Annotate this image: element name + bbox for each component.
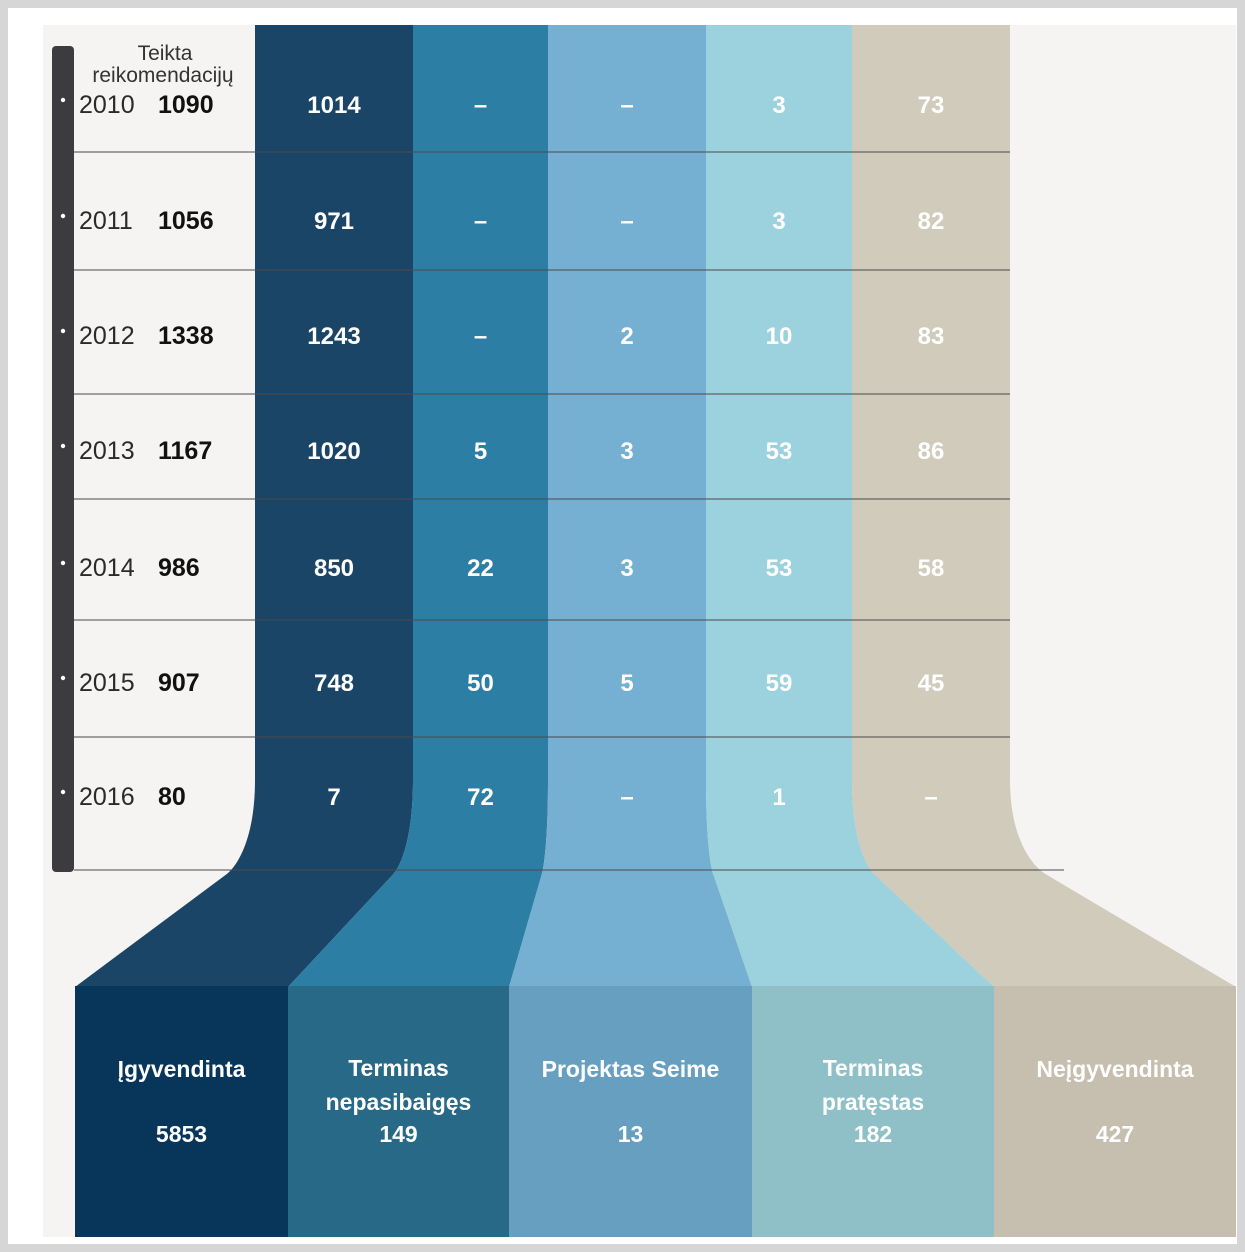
category-name-label: pratęstas: [822, 1089, 924, 1115]
year-total-label: 80: [158, 783, 186, 811]
header: Teikta reikomendacijų: [92, 42, 233, 87]
value-label: 3: [772, 92, 785, 119]
value-label: 22: [467, 555, 494, 582]
value-label: 83: [918, 323, 945, 350]
category-name-label: Neįgyvendinta: [1036, 1056, 1193, 1082]
timeline-dot: [60, 675, 66, 681]
band-2: [288, 25, 548, 987]
value-cells: 1014 971 1243 1020 850 748 7 – – – 5 22 50 72 – – 2 3 3 5 – 3…: [307, 92, 944, 811]
year-label: 2013: [79, 437, 135, 465]
value-label: –: [474, 92, 487, 119]
year-rows: 2010 1090 2011 1056 2012 1338 2013 1167 2014 986 2…: [79, 91, 214, 811]
category-total-label: 182: [854, 1121, 892, 1147]
timeline-rail: [52, 46, 74, 872]
year-label: 2014: [79, 554, 135, 582]
category-block-2: [288, 986, 509, 1237]
value-label: 1020: [307, 438, 360, 465]
header-label-line-1: Teikta: [138, 42, 193, 65]
value-label: 58: [918, 555, 945, 582]
timeline-dot: [60, 443, 66, 449]
value-label: 53: [766, 555, 793, 582]
value-label: 59: [766, 670, 793, 697]
timeline-dot: [60, 328, 66, 334]
year-label: 2016: [79, 783, 135, 811]
band-1: [75, 25, 413, 987]
timeline-dot: [60, 213, 66, 219]
value-label: 86: [918, 438, 945, 465]
value-label: 1: [772, 784, 785, 811]
year-total-label: 986: [158, 554, 200, 582]
value-label: 5: [620, 670, 633, 697]
category-block-5: [994, 986, 1236, 1237]
year-total-label: 1090: [158, 91, 214, 119]
value-label: –: [620, 784, 633, 811]
year-total-label: 907: [158, 669, 200, 697]
category-name-label: nepasibaigęs: [326, 1089, 472, 1115]
category-footer: Įgyvendinta 5853 Terminas nepasibaigęs 149 Pr…: [75, 986, 1236, 1237]
year-label: 2010: [79, 91, 135, 119]
value-label: 5: [474, 438, 487, 465]
category-block-1: [75, 986, 288, 1237]
value-label: 748: [314, 670, 354, 697]
category-block-3: [509, 986, 752, 1237]
category-name-label: Terminas: [823, 1055, 924, 1081]
value-label: 82: [918, 208, 945, 235]
timeline-dot: [60, 789, 66, 795]
band-5: [852, 25, 1236, 987]
value-label: 3: [772, 208, 785, 235]
timeline-bar: [52, 46, 74, 872]
band-3: [509, 25, 752, 987]
value-label: –: [924, 784, 937, 811]
value-label: 72: [467, 784, 494, 811]
year-label: 2012: [79, 322, 135, 350]
category-block-4: [752, 986, 994, 1237]
value-label: 53: [766, 438, 793, 465]
value-label: 10: [766, 323, 793, 350]
value-label: 73: [918, 92, 945, 119]
value-label: 1014: [307, 92, 361, 119]
category-total-label: 13: [618, 1121, 644, 1147]
year-total-label: 1338: [158, 322, 214, 350]
column-bands: [75, 25, 1236, 987]
row-separators: [74, 151, 1064, 871]
value-label: –: [620, 208, 633, 235]
value-label: –: [474, 208, 487, 235]
category-name-label: Įgyvendinta: [118, 1056, 246, 1082]
category-name-label: Terminas: [348, 1055, 449, 1081]
timeline-dot: [60, 97, 66, 103]
year-label: 2015: [79, 669, 135, 697]
value-label: –: [620, 92, 633, 119]
year-label: 2011: [79, 207, 133, 235]
timeline-dot: [60, 560, 66, 566]
value-label: 3: [620, 555, 633, 582]
category-total-label: 427: [1096, 1121, 1134, 1147]
year-total-label: 1167: [158, 437, 212, 465]
value-label: 1243: [307, 323, 360, 350]
value-label: –: [474, 323, 487, 350]
value-label: 50: [467, 670, 494, 697]
value-label: 850: [314, 555, 354, 582]
value-label: 45: [918, 670, 945, 697]
category-name-label: Projektas Seime: [542, 1056, 720, 1082]
category-total-label: 149: [379, 1121, 417, 1147]
value-label: 971: [314, 208, 354, 235]
value-label: 2: [620, 323, 633, 350]
header-label-line-2: reikomendacijų: [92, 64, 233, 87]
band-4: [706, 25, 994, 987]
year-total-label: 1056: [158, 207, 214, 235]
category-total-label: 5853: [156, 1121, 207, 1147]
value-label: 7: [327, 784, 340, 811]
value-label: 3: [620, 438, 633, 465]
